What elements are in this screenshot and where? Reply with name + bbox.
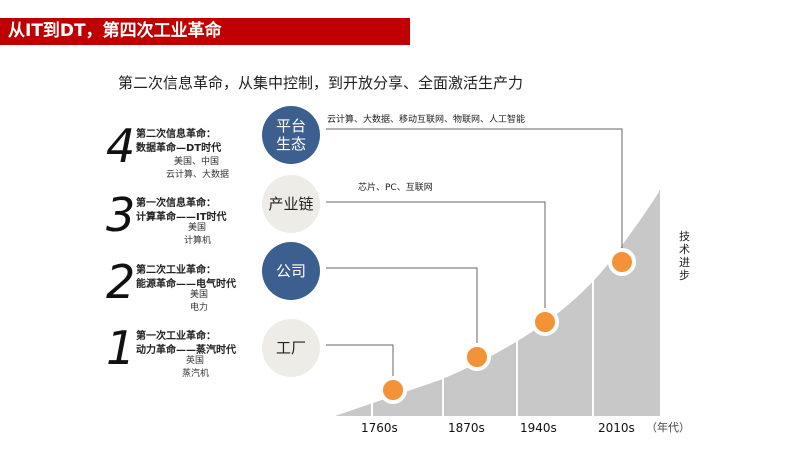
era-1: 1 第一次工业革命： 动力革命——蒸汽时代 英国 蒸汽机 (106, 325, 266, 385)
annotation-platform: 云计算、大数据、移动互联网、物联网、人工智能 (327, 115, 526, 125)
unit-label: （年代） (646, 421, 690, 434)
connector-line-factory (326, 344, 394, 390)
era-line1: 第一次信息革命： (136, 198, 216, 209)
page-title: 从IT到DT，第四次工业革命 (0, 18, 410, 45)
milestone-dot-1760s (379, 376, 407, 404)
era-line3: 美国、中国 (174, 157, 220, 167)
era-3: 3 第一次信息革命： 计算革命——IT时代 美国 计算机 (106, 192, 266, 252)
era-line3: 美国 (188, 223, 207, 233)
era-number: 1 (106, 321, 136, 375)
node-label: 平台 (275, 117, 306, 135)
connector-line-chain (326, 201, 546, 322)
year-label-1760s: 1760s (361, 421, 398, 435)
milestone-dot-2010s (608, 248, 636, 276)
era-line1: 第二次信息革命： (136, 129, 216, 140)
era-line2: 能源革命——电气时代 (136, 279, 236, 290)
era-line1: 第二次工业革命： (136, 265, 216, 276)
era-line4: 计算机 (184, 236, 212, 246)
era-line4: 电力 (190, 303, 209, 313)
year-label-1870s: 1870s (448, 421, 485, 435)
node-company: 公司 (262, 242, 320, 300)
node-platform-ecosystem: 平台 生态 (262, 106, 320, 164)
year-label-1940s: 1940s (520, 421, 557, 435)
annotation-chain: 芯片、PC、互联网 (358, 183, 433, 193)
era-line1: 第一次工业革命： (136, 331, 216, 342)
year-label-2010s: 2010s (598, 421, 635, 435)
era-line3: 美国 (190, 290, 209, 300)
node-label: 公司 (275, 262, 306, 280)
era-line2: 计算革命——IT时代 (136, 212, 227, 223)
node-label: 工厂 (275, 339, 306, 357)
node-industry-chain: 产业链 (262, 175, 320, 233)
growth-area (335, 190, 660, 416)
connector-line-platform (326, 128, 623, 262)
era-2: 2 第二次工业革命： 能源革命——电气时代 美国 电力 (106, 259, 266, 319)
node-label-2: 生态 (275, 135, 306, 153)
era-line2: 动力革命——蒸汽时代 (136, 345, 236, 356)
milestone-dot-1940s (531, 308, 559, 336)
era-line2: 数据革命—DT时代 (136, 143, 222, 154)
connector-line-company (326, 267, 478, 357)
era-number: 3 (106, 188, 136, 242)
era-line4: 蒸汽机 (182, 369, 210, 379)
milestone-dot-1870s (463, 343, 491, 371)
era-number: 4 (106, 119, 136, 173)
axis-label-tech-progress: 技术进步 (679, 230, 690, 282)
era-line3: 英国 (186, 356, 205, 366)
era-4: 4 第二次信息革命： 数据革命—DT时代 美国、中国 云计算、大数据 (106, 123, 266, 183)
subtitle: 第二次信息革命，从集中控制，到开放分享、全面激活生产力 (118, 74, 524, 92)
era-number: 2 (106, 255, 136, 309)
node-factory: 工厂 (262, 319, 320, 377)
era-line4: 云计算、大数据 (166, 170, 230, 180)
node-label: 产业链 (268, 195, 314, 213)
